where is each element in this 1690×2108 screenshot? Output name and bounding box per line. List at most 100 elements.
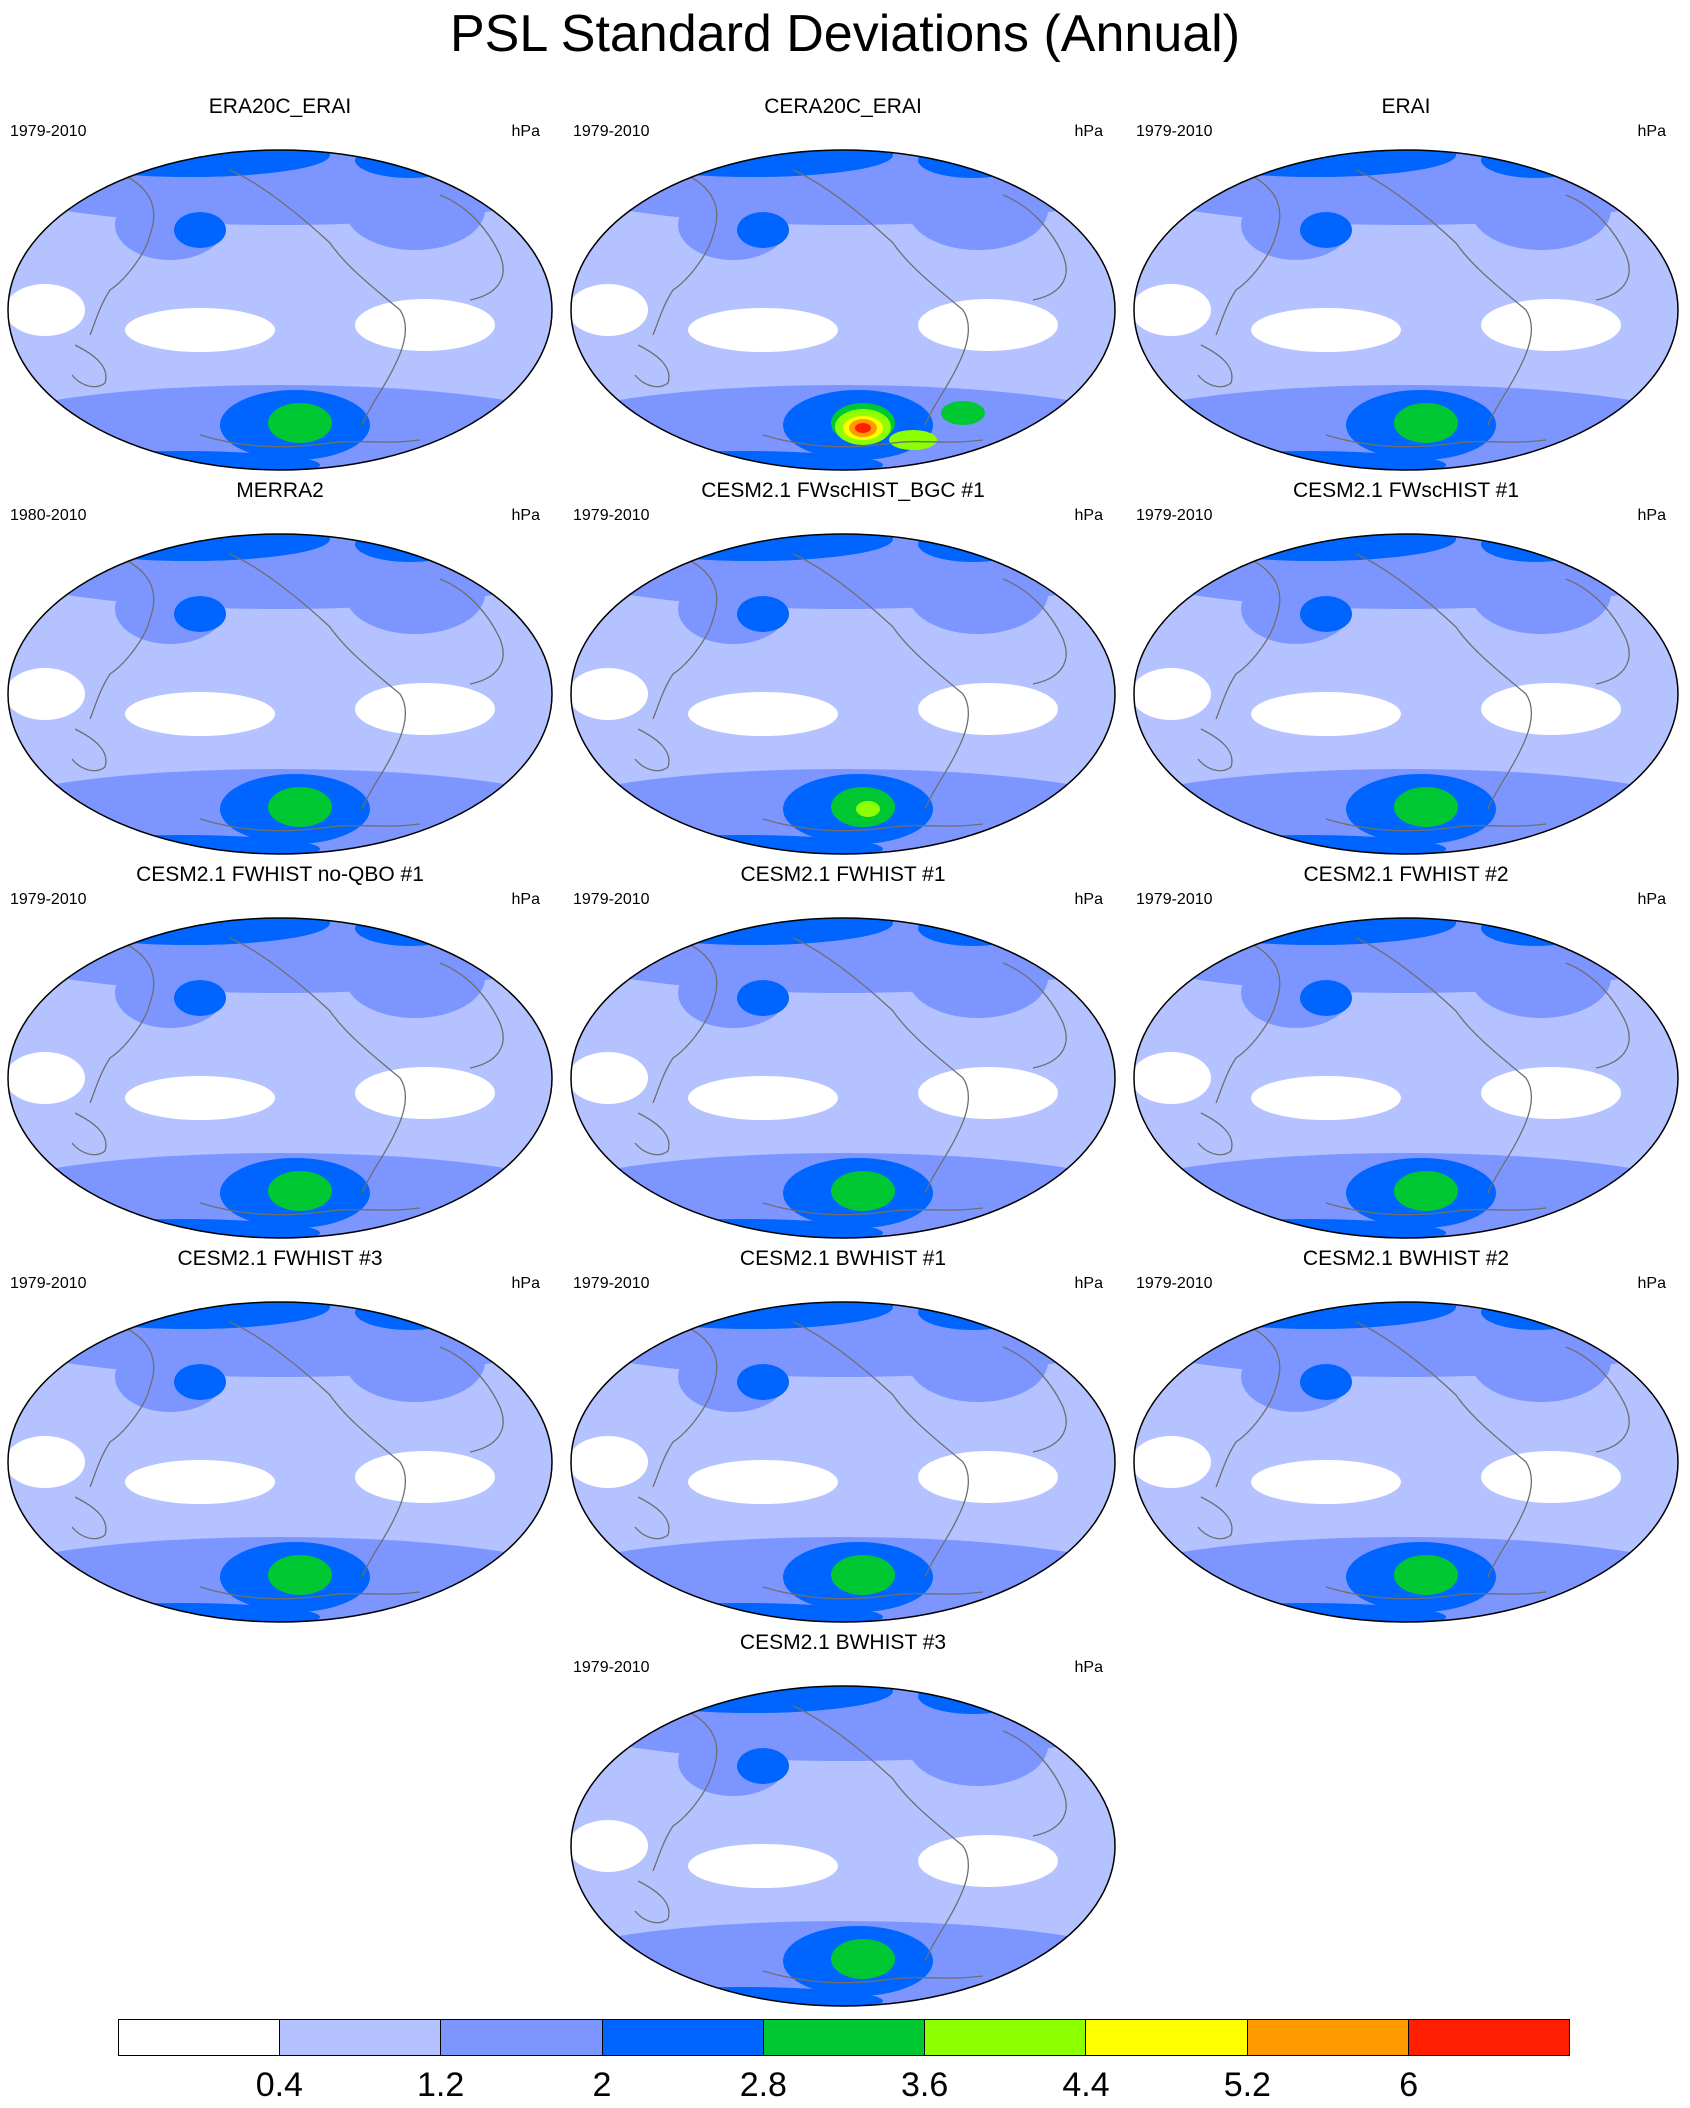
asia-coastline [1215,172,1281,336]
colorbar-tick-label: 2.8 [739,2066,787,2104]
americas-coastline [229,553,407,810]
americas-coastline [792,937,970,1194]
tropical-pacific-low-contour [688,1460,838,1504]
tropical-pacific-low-contour [1251,692,1401,736]
north-atlantic-contour [1471,938,1611,1018]
tropical-pacific-low-contour [125,1076,275,1120]
antarctica-coastline [199,1586,421,1600]
antarctic-margin-contour [40,835,320,854]
asia-coastline [89,1324,155,1488]
map-panel: CESM2.1 FWscHIST #1 1979-2010 hPa [1126,479,1686,864]
arctic-strong-contour [50,1302,330,1329]
indian-ocean-low-contour [8,1436,85,1488]
australia-coastline [1197,344,1233,388]
map-panel: CERA20C_ERAI 1979-2010 hPa [563,95,1123,480]
colorbar-tick-label: 2 [592,2066,612,2104]
tropical-pacific-low-contour [1251,1460,1401,1504]
robinson-map [1133,917,1679,1239]
colorbar-box [602,2020,764,2055]
aleutian-low-contour [174,1364,226,1400]
colorbar-tick-label: 3.6 [901,2066,949,2104]
panel-title: ERAI [1381,95,1431,118]
tropical-atlantic-low-contour [918,1067,1058,1119]
antarctic-margin-contour [40,1219,320,1238]
tropical-atlantic-low-contour [355,299,495,351]
indian-ocean-low-contour [8,284,85,336]
australia-coastline [71,1112,107,1156]
australia-coastline [634,728,670,772]
panel-years: 1979-2010 [573,507,650,524]
indian-ocean-low-contour [1134,1436,1211,1488]
map-outline [7,149,553,471]
arctic-strong-contour [613,918,893,945]
indian-ocean-low-contour [571,1820,648,1872]
robinson-map [7,149,553,471]
antarctica-coastline [762,818,984,832]
arctic-strong-contour [613,150,893,177]
colorbar-box [1247,2020,1409,2055]
asia-coastline [652,1324,718,1488]
asia-coastline [89,940,155,1104]
antarctic-margin-contour [1166,451,1446,470]
map-outline [570,917,1116,1239]
indian-ocean-low-contour [1134,284,1211,336]
tropical-atlantic-low-contour [918,299,1058,351]
map-outline [570,1301,1116,1623]
colorbar-box [925,2020,1087,2055]
australia-coastline [634,1112,670,1156]
robinson-map [7,1301,553,1623]
panel-years: 1979-2010 [1136,891,1213,908]
antarctica-coastline [1325,818,1547,832]
antarctica-coastline [1325,1202,1547,1216]
antarctica-coastline [199,818,421,832]
north-atlantic-contour [1471,1322,1611,1402]
panel-title: CESM2.1 BWHIST #1 [739,1247,947,1270]
atlantic-europe-coastline [1002,1346,1067,1453]
americas-coastline [792,553,970,810]
pacific-sector-max2-contour [856,801,880,817]
map-outline [1133,149,1679,471]
atlantic-europe-coastline [439,1346,504,1453]
map-panel: CESM2.1 FWHIST #3 1979-2010 hPa [0,1247,560,1632]
panel-years: 1979-2010 [10,891,87,908]
asia-coastline [89,172,155,336]
asia-coastline [652,172,718,336]
panel-title: CESM2.1 FWHIST #1 [740,863,946,886]
panel-units: hPa [511,507,540,524]
antarctica-coastline [762,1970,984,1984]
map-outline [1133,1301,1679,1623]
panel-years: 1979-2010 [573,123,650,140]
tropical-pacific-low-contour [688,692,838,736]
americas-coastline [792,169,970,426]
map-outline [570,149,1116,471]
panel-years: 1979-2010 [573,1275,650,1292]
antarctic-margin-contour [603,451,883,470]
map-panel: ERA20C_ERAI 1979-2010 hPa [0,95,560,480]
north-atlantic-contour [908,170,1048,250]
tropical-atlantic-low-contour [1481,1451,1621,1503]
antarctic-margin-contour [603,835,883,854]
panel-units: hPa [1074,891,1103,908]
indian-ocean-low-contour [1134,1052,1211,1104]
antarctic-margin-contour [603,1987,883,2006]
asia-coastline [652,940,718,1104]
tropical-pacific-low-contour [1251,308,1401,352]
aleutian-low-contour [737,1364,789,1400]
north-atlantic-contour [345,170,485,250]
north-atlantic-contour [908,554,1048,634]
antarctic-margin-contour [1166,835,1446,854]
panel-units: hPa [1074,507,1103,524]
arctic-strong-contour [613,1686,893,1713]
panel-units: hPa [1637,507,1666,524]
indian-ocean-low-contour [571,668,648,720]
robinson-map [570,533,1116,855]
tropical-pacific-low-contour [1251,1076,1401,1120]
asia-coastline [1215,940,1281,1104]
map-outline [7,533,553,855]
pacific-sector-max-contour [268,403,332,443]
antarctica-coastline [1325,1586,1547,1600]
panel-title: CESM2.1 BWHIST #3 [739,1631,947,1654]
tropical-pacific-low-contour [688,308,838,352]
robinson-map [7,917,553,1239]
panel-units: hPa [1074,1659,1103,1676]
